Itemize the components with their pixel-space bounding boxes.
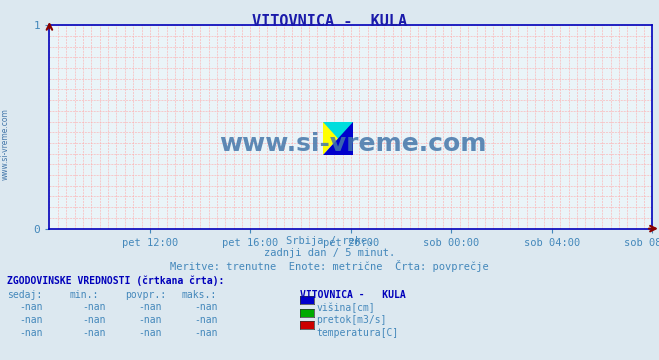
- Text: -nan: -nan: [82, 315, 105, 325]
- Polygon shape: [323, 122, 353, 155]
- Text: -nan: -nan: [194, 302, 217, 312]
- Text: sedaj:: sedaj:: [7, 290, 42, 300]
- Polygon shape: [323, 122, 353, 155]
- Text: VITOVNICA -  KULA: VITOVNICA - KULA: [252, 14, 407, 30]
- Text: -nan: -nan: [194, 315, 217, 325]
- Text: pretok[m3/s]: pretok[m3/s]: [316, 315, 387, 325]
- Text: povpr.:: povpr.:: [125, 290, 166, 300]
- Text: -nan: -nan: [82, 302, 105, 312]
- Text: ZGODOVINSKE VREDNOSTI (črtkana črta):: ZGODOVINSKE VREDNOSTI (črtkana črta):: [7, 275, 224, 286]
- Text: maks.:: maks.:: [181, 290, 216, 300]
- Text: višina[cm]: višina[cm]: [316, 302, 375, 313]
- Text: zadnji dan / 5 minut.: zadnji dan / 5 minut.: [264, 248, 395, 258]
- Text: -nan: -nan: [19, 315, 43, 325]
- Text: www.si-vreme.com: www.si-vreme.com: [219, 132, 486, 156]
- Text: -nan: -nan: [138, 315, 161, 325]
- Text: temperatura[C]: temperatura[C]: [316, 328, 399, 338]
- Text: Srbija / reke.: Srbija / reke.: [286, 236, 373, 246]
- Text: www.si-vreme.com: www.si-vreme.com: [1, 108, 10, 180]
- Text: -nan: -nan: [194, 328, 217, 338]
- Polygon shape: [323, 122, 353, 155]
- Text: -nan: -nan: [19, 302, 43, 312]
- Text: -nan: -nan: [19, 328, 43, 338]
- Text: VITOVNICA -   KULA: VITOVNICA - KULA: [300, 290, 405, 300]
- Text: Meritve: trenutne  Enote: metrične  Črta: povprečje: Meritve: trenutne Enote: metrične Črta: …: [170, 260, 489, 271]
- Text: -nan: -nan: [138, 328, 161, 338]
- Text: -nan: -nan: [138, 302, 161, 312]
- Text: min.:: min.:: [69, 290, 99, 300]
- Text: -nan: -nan: [82, 328, 105, 338]
